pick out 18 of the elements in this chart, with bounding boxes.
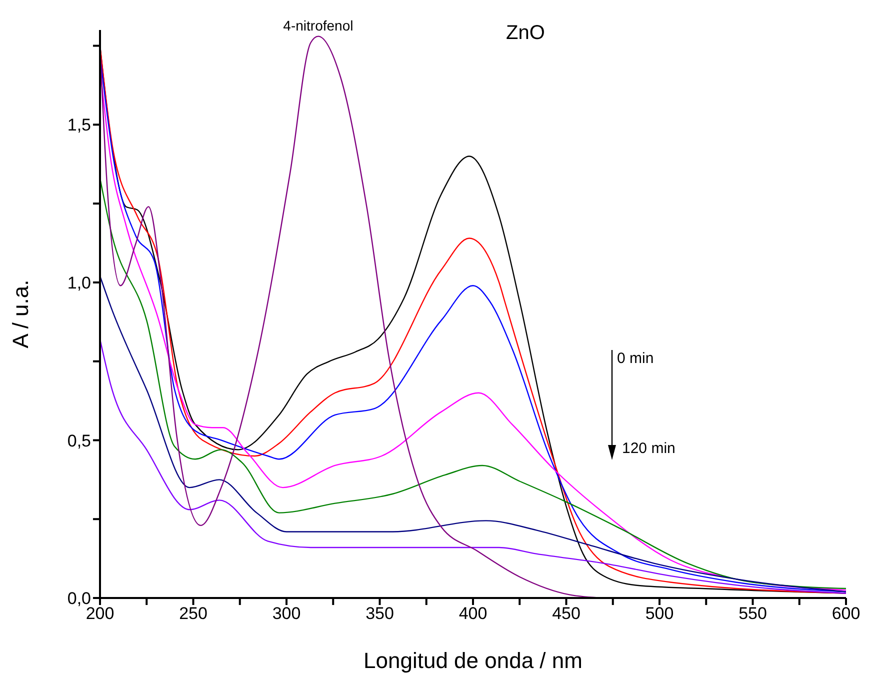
x-tick-label: 300 [272, 604, 301, 624]
y-axis-title: A / u.a. [8, 280, 33, 348]
x-tick-label: 450 [552, 604, 580, 624]
x-tick-label: 600 [832, 604, 860, 624]
chart-title: ZnO [506, 22, 545, 44]
x-tick-label: 350 [366, 604, 394, 624]
x-axis-title: Longitud de onda / nm [364, 648, 582, 673]
x-tick-label: 250 [179, 604, 208, 624]
line-series [100, 276, 846, 592]
x-tick-label: 500 [645, 604, 674, 624]
x-tick-label: 400 [458, 604, 488, 624]
x-tick-label: 550 [738, 604, 767, 624]
annotation: 120 min [622, 440, 676, 457]
y-tick-label: 0,5 [67, 431, 91, 450]
annotation: 4-nitrofenol [283, 17, 354, 34]
y-tick-label: 1,5 [67, 116, 91, 135]
y-tick-label: 1,0 [67, 273, 91, 292]
annotation: 0 min [617, 350, 654, 367]
